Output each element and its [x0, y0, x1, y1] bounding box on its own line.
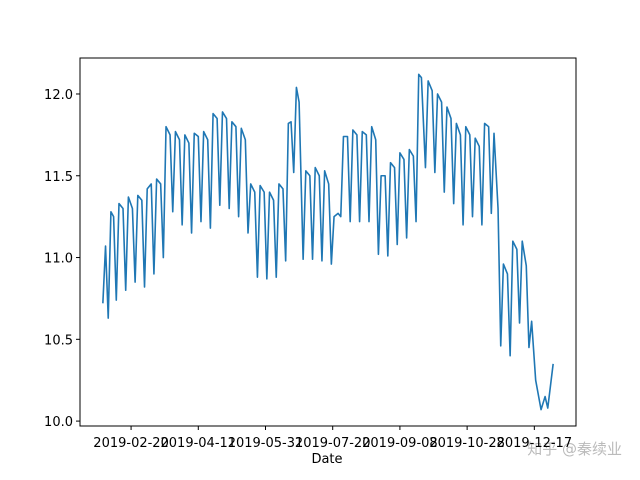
x-tick-label: 2019-07-20	[295, 436, 371, 451]
y-tick-label: 10.5	[44, 333, 73, 348]
plot-frame	[79, 57, 577, 427]
x-tick-label: 2019-12-17	[497, 436, 573, 451]
line	[102, 73, 554, 411]
y-tick-label: 11.0	[44, 252, 73, 267]
x-tick-label: 2019-09-08	[362, 436, 438, 451]
x-tick-label: 2019-02-20	[93, 436, 169, 451]
watermark: 知乎 @秦续业	[527, 440, 622, 458]
x-axis-label: Date	[311, 452, 342, 467]
y-tick-label: 11.5	[44, 170, 73, 185]
x-tick-label: 2019-04-11	[161, 436, 237, 451]
y-tick-label: 12.0	[44, 88, 73, 103]
x-tick-label: 2019-10-28	[429, 436, 505, 451]
x-tick-label: 2019-05-31	[228, 436, 304, 451]
y-tick-label: 10.0	[44, 415, 73, 430]
